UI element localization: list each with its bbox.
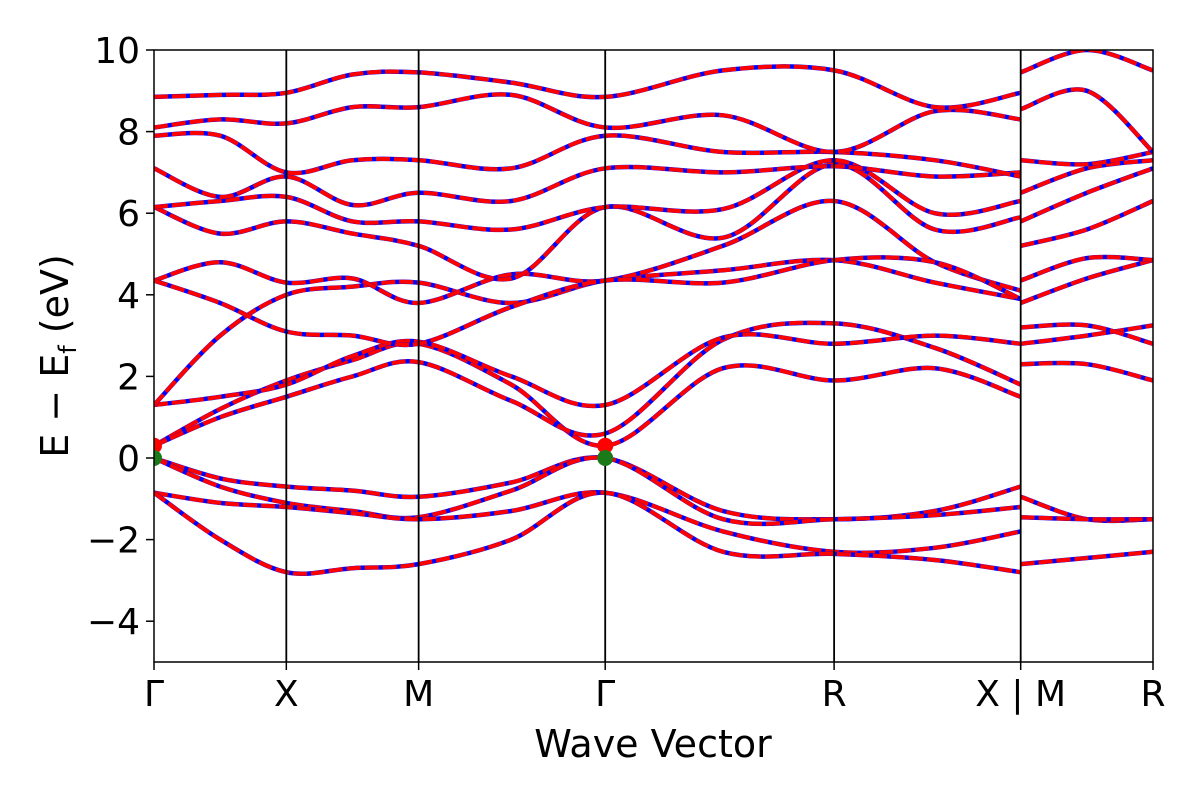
y-tick-label-7: 10 [94,31,140,72]
band-line-23 [1020,254,1153,283]
band-line-1 [154,455,1021,526]
y-tick-label-0: −4 [87,602,140,643]
x-axis-ticks: Γ X M Γ R X | M R [144,662,1166,715]
band-line-4 [154,341,1022,448]
y-axis-title: E − Ef (eV) [33,254,82,458]
y-axis-ticks: −4 −2 0 2 4 6 8 10 [87,31,154,643]
band-line-11 [154,158,1022,232]
band-edge-markers [154,437,614,466]
band-line-9 [154,255,1022,347]
y-tick-label-3: 2 [117,357,140,398]
x-tick-label-2: M [403,674,434,715]
band-line-base-15 [154,64,1022,110]
marker-red-2 [597,437,614,454]
band-line-base-29 [1019,50,1153,75]
marker-red-0 [154,437,162,454]
y-tick-label-1: −2 [87,521,140,562]
band-line-10 [154,162,1022,282]
x-tick-label-4: R [822,674,847,715]
band-line-0 [154,455,1022,522]
band-line-18 [1020,549,1153,567]
y-axis-title-unit: (eV) [33,254,77,345]
high-symmetry-lines [285,50,1022,662]
x-tick-label-6: R [1140,674,1165,715]
x-axis-title: Wave Vector [534,722,772,766]
band-lines [154,50,1153,577]
x-tick-label-1: X [274,674,299,715]
band-line-17 [1020,515,1153,522]
y-tick-label-5: 6 [117,194,140,235]
band-line-6 [154,332,1021,409]
band-line-28 [1020,87,1153,154]
band-line-base-26 [1019,157,1153,195]
y-tick-label-4: 4 [117,276,140,317]
band-line-14 [154,92,1021,155]
y-tick-label-6: 8 [117,113,140,154]
band-line-15 [154,64,1022,110]
marker-green-3 [597,450,614,466]
band-line-27 [1020,150,1153,167]
band-line-2 [154,490,1022,555]
x-tick-label-0: Γ [144,674,164,715]
band-line-29 [1020,50,1153,75]
y-tick-label-2: 0 [117,439,140,480]
band-line-19 [1020,360,1153,383]
band-line-20 [1020,323,1153,346]
marker-green-1 [154,450,162,466]
band-line-base-22 [1019,257,1153,306]
band-line-25 [1019,166,1153,224]
y-axis-title-sub: f [54,345,82,354]
band-line-base-24 [1020,198,1153,248]
band-line-22 [1020,258,1153,305]
plot-frame [153,49,1154,663]
band-line-base-4 [154,340,1022,449]
band-line-12 [154,164,1021,208]
x-tick-label-5: X | M [975,674,1066,715]
y-axis-title-main: E − E [33,354,77,458]
band-line-3 [154,490,1021,576]
band-line-5 [154,320,1022,448]
band-line-21 [1020,322,1153,346]
band-line-8 [154,198,1022,306]
x-tick-label-3: Γ [595,674,615,715]
band-line-13 [154,130,1022,179]
